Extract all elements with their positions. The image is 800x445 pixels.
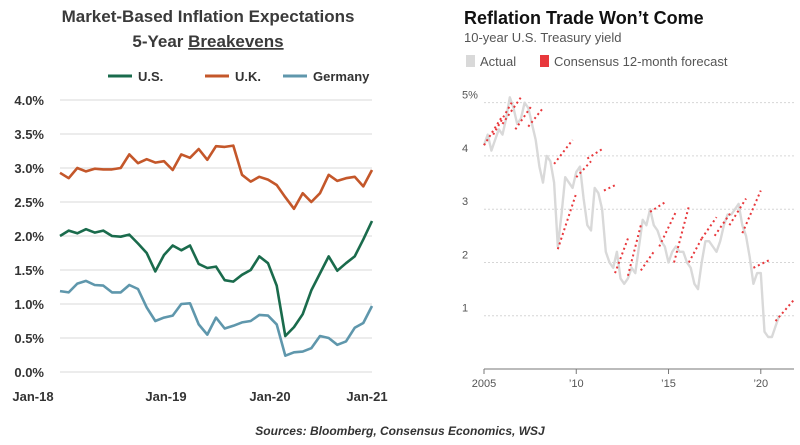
forecast-segment	[603, 184, 616, 192]
right-chart-series	[482, 96, 795, 339]
forecast-segment	[640, 251, 655, 272]
left-x-tick-label: Jan-20	[249, 389, 290, 404]
right-chart-legend: Actual Consensus 12-month forecast	[466, 54, 728, 69]
forecast-segment	[626, 224, 642, 277]
left-chart-subtitle: 5-Year Breakevens	[132, 32, 283, 51]
left-y-tick-label: 1.5%	[14, 263, 44, 278]
forecast-segment	[575, 160, 592, 178]
actual-yield-line	[482, 96, 781, 339]
left-chart: Market-Based Inflation Expectations 5-Ye…	[12, 7, 387, 404]
forecast-segment	[728, 198, 747, 226]
right-y-tick-label: 3	[462, 196, 468, 208]
left-y-tick-label: 2.0%	[14, 229, 44, 244]
right-y-tick-label: 2	[462, 249, 468, 261]
forecast-segment	[658, 211, 677, 247]
left-chart-series	[59, 144, 374, 358]
forecast-segment	[700, 216, 718, 240]
left-series-line-us	[59, 220, 374, 338]
left-chart-x-axis: Jan-18 Jan-19 Jan-20 Jan-21	[12, 389, 387, 404]
source-footnote: Sources: Bloomberg, Consensus Economics,…	[255, 424, 545, 438]
left-chart-title: Market-Based Inflation Expectations	[62, 7, 355, 26]
left-chart-gridlines	[60, 99, 372, 373]
right-chart-title: Reflation Trade Won’t Come	[464, 8, 704, 28]
left-x-tick-label: Jan-21	[346, 389, 387, 404]
right-chart-y-axis: 1 2 3 4 5%	[462, 90, 478, 315]
right-chart-gridlines	[484, 102, 794, 370]
forecast-segment	[687, 238, 703, 263]
left-y-tick-label: 3.5%	[14, 127, 44, 142]
legend-label-germany: Germany	[313, 69, 370, 84]
forecast-segment	[553, 139, 574, 165]
left-y-tick-label: 1.0%	[14, 297, 44, 312]
forecast-segment	[752, 258, 771, 269]
forecast-segment	[527, 107, 544, 128]
left-x-tick-label: Jan-19	[145, 389, 186, 404]
left-y-tick-label: 0.0%	[14, 365, 44, 380]
left-chart-subtitle-prefix: 5-Year	[132, 32, 188, 51]
right-x-tick-label: ’20	[753, 378, 768, 390]
forecast-segment	[586, 147, 605, 160]
forecast-segment	[483, 115, 504, 146]
right-x-tick-label: ’15	[661, 378, 676, 390]
right-chart: Reflation Trade Won’t Come 10-year U.S. …	[462, 8, 795, 390]
left-chart-y-axis: 0.0% 0.5% 1.0% 1.5% 2.0% 2.5% 3.0% 3.5% 4.0%	[14, 93, 44, 380]
right-chart-subtitle: 10-year U.S. Treasury yield	[464, 30, 622, 45]
left-x-tick-label: Jan-18	[12, 389, 53, 404]
right-chart-x-axis: 2005 ’10 ’15 ’20	[472, 369, 768, 390]
left-y-tick-label: 3.0%	[14, 161, 44, 176]
forecast-segment	[741, 190, 762, 234]
forecast-segment	[492, 102, 513, 136]
forecast-segment	[501, 96, 522, 125]
right-x-tick-label: ’10	[569, 378, 584, 390]
left-series-line-germany	[59, 279, 374, 358]
right-y-tick-label: 4	[462, 143, 468, 155]
forecast-segment	[673, 206, 690, 263]
left-y-tick-label: 0.5%	[14, 331, 44, 346]
right-x-tick-label: 2005	[472, 378, 496, 390]
right-y-tick-label: 5%	[462, 90, 478, 102]
forecast-segment	[614, 238, 629, 274]
legend-swatch-actual	[466, 55, 475, 67]
left-chart-legend: U.S. U.K. Germany	[108, 69, 370, 84]
legend-label-us: U.S.	[138, 69, 163, 84]
left-series-line-uk	[59, 144, 374, 211]
legend-label-uk: U.K.	[235, 69, 261, 84]
left-chart-subtitle-underlined: Breakevens	[188, 32, 283, 51]
legend-label-actual: Actual	[480, 54, 516, 69]
right-y-tick-label: 1	[462, 303, 468, 315]
left-y-tick-label: 2.5%	[14, 195, 44, 210]
left-y-tick-label: 4.0%	[14, 93, 44, 108]
legend-swatch-forecast	[540, 55, 549, 67]
forecast-segment	[649, 200, 668, 213]
legend-label-forecast: Consensus 12-month forecast	[554, 54, 728, 69]
